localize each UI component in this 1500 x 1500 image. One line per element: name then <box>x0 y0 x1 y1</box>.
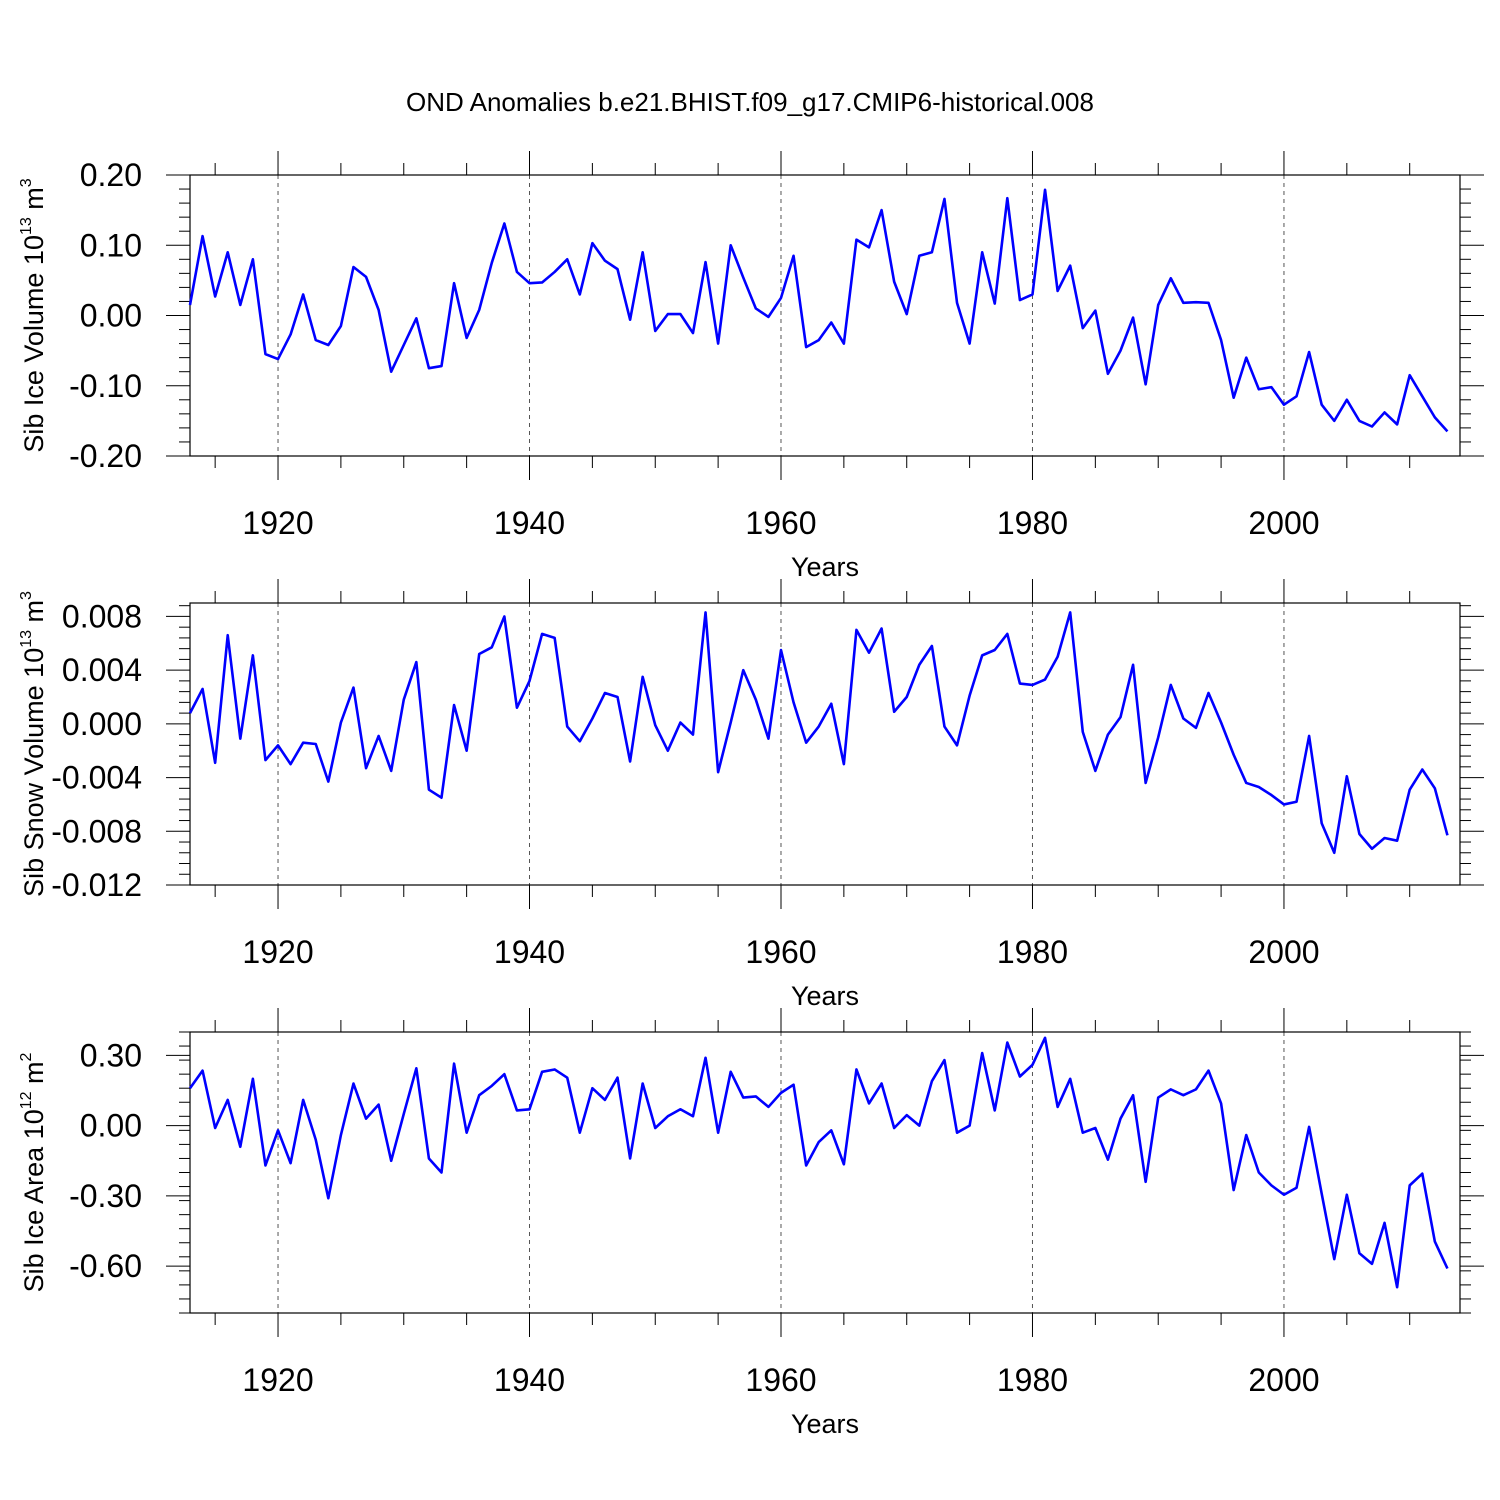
y-tick-label: 0.008 <box>62 598 142 634</box>
y-axis-title-text: Sib Snow Volume 10 <box>19 648 49 897</box>
chart-panel-2: 1920 1940 1960 1980 2000 -0.012 -0.008 -0.004 0.… <box>18 579 1484 1011</box>
y-axis-title-text: Sib Ice Area 10 <box>19 1109 49 1292</box>
x-tick-label: 1940 <box>494 505 565 541</box>
chart-panel-3: 1920 1940 1960 1980 2000 -0.60 -0.30 0.00 0.30 Ye… <box>18 1008 1484 1439</box>
y-axis-title-unit-exponent: 3 <box>18 178 35 187</box>
series-line <box>188 1036 1449 1289</box>
y-axis-title-exponent: 13 <box>18 630 35 648</box>
y-tick-label: 0.004 <box>62 652 142 688</box>
figure-title: OND Anomalies b.e21.BHIST.f09_g17.CMIP6-… <box>406 87 1094 117</box>
x-tick-label: 1980 <box>997 505 1068 541</box>
x-tick-label: 2000 <box>1248 505 1319 541</box>
y-axis-title: Sib Ice Volume 1013 m3 <box>18 178 49 452</box>
x-axis-title: Years <box>791 552 859 582</box>
x-tick-label: 1960 <box>745 934 816 970</box>
x-tick-label: 2000 <box>1248 1362 1319 1398</box>
y-tick-label: 0.00 <box>80 298 142 334</box>
x-tick-label: 1920 <box>242 505 313 541</box>
y-axis-title-unit: m <box>19 187 49 217</box>
y-tick-label: -0.20 <box>69 438 142 474</box>
y-tick-label: 0.20 <box>80 157 142 193</box>
x-tick-label: 1920 <box>242 934 313 970</box>
y-tick-label: -0.012 <box>51 867 142 903</box>
y-axis-title-text: Sib Ice Volume 10 <box>19 235 49 453</box>
plot-frame <box>189 1031 1461 1314</box>
y-axis-title-unit-exponent: 3 <box>18 591 35 600</box>
x-tick-label: 2000 <box>1248 934 1319 970</box>
x-tick-label: 1960 <box>745 1362 816 1398</box>
y-tick-label: -0.10 <box>69 368 142 404</box>
x-tick-label: 1980 <box>997 934 1068 970</box>
x-axis-title: Years <box>791 1409 859 1439</box>
y-tick-label: -0.30 <box>69 1178 142 1214</box>
chart-panel-1: 1920 1940 1960 1980 2000 -0.20 -0.10 0.00 0.10 0.… <box>18 151 1484 582</box>
x-axis-title: Years <box>791 981 859 1011</box>
y-axis-title: Sib Snow Volume 1013 m3 <box>18 591 49 897</box>
y-tick-label: -0.004 <box>51 760 142 796</box>
y-axis-title-unit: m <box>19 600 49 630</box>
y-tick-label: 0.000 <box>62 706 142 742</box>
series-line <box>188 188 1449 433</box>
x-tick-label: 1920 <box>242 1362 313 1398</box>
y-axis-title-exponent: 13 <box>18 217 35 235</box>
plot-frame <box>189 602 1461 886</box>
x-tick-label: 1960 <box>745 505 816 541</box>
y-tick-label: 0.10 <box>80 227 142 263</box>
y-axis-title-unit: m <box>19 1061 49 1091</box>
panels: 1920 1940 1960 1980 2000 -0.20 -0.10 0.00 0.10 0.… <box>18 151 1484 1439</box>
y-axis-title-exponent: 12 <box>18 1091 35 1109</box>
y-axis-title: Sib Ice Area 1012 m2 <box>18 1052 49 1292</box>
series-line <box>188 611 1449 855</box>
y-tick-label: -0.008 <box>51 813 142 849</box>
x-tick-label: 1980 <box>997 1362 1068 1398</box>
y-tick-label: 0.30 <box>80 1037 142 1073</box>
y-tick-label: 0.00 <box>80 1108 142 1144</box>
plot-frame <box>189 174 1461 457</box>
x-tick-label: 1940 <box>494 1362 565 1398</box>
y-axis-title-unit-exponent: 2 <box>18 1052 35 1061</box>
y-tick-label: -0.60 <box>69 1248 142 1284</box>
x-tick-label: 1940 <box>494 934 565 970</box>
